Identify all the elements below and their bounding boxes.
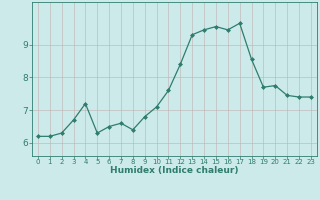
X-axis label: Humidex (Indice chaleur): Humidex (Indice chaleur) [110, 166, 239, 175]
